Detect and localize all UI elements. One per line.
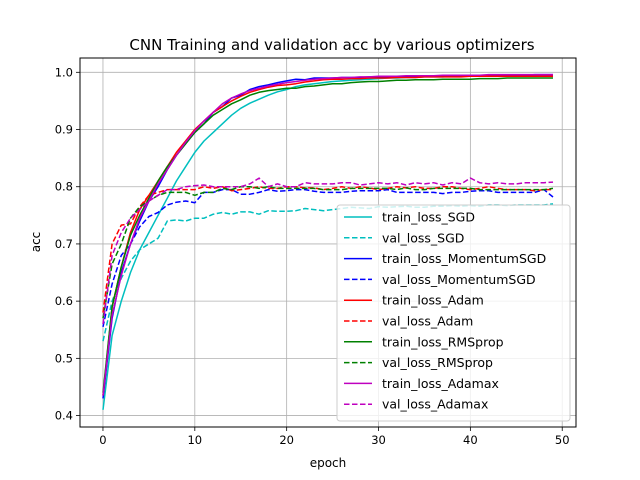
series-line-train-loss-adamax <box>102 73 553 396</box>
x-tick-label: 40 <box>463 433 478 447</box>
series-line-val-loss-adamax <box>102 177 554 325</box>
legend-label: val_loss_Adam <box>382 314 473 329</box>
y-tick-label: 0.5 <box>55 351 73 365</box>
y-tick-label: 0.7 <box>55 237 73 251</box>
y-tick-label: 0.8 <box>55 180 73 194</box>
legend-label: train_loss_SGD <box>382 210 475 225</box>
plot-area-frame <box>79 57 577 428</box>
x-tick-label: 20 <box>279 433 294 447</box>
series-line-train-loss-adam <box>102 75 553 396</box>
legend-label: train_loss_RMSprop <box>382 334 504 349</box>
x-tick-label: 50 <box>555 433 570 447</box>
series-lines <box>102 73 554 410</box>
legend-frame <box>336 204 571 422</box>
legend-label: val_loss_SGD <box>382 230 464 245</box>
y-tick-label: 0.6 <box>55 294 73 308</box>
series-line-val-loss-sgd <box>102 203 554 342</box>
legend-label: val_loss_RMSprop <box>382 355 493 370</box>
series-line-val-loss-rmsprop <box>102 185 554 319</box>
x-tick-label: 0 <box>99 433 106 447</box>
y-tick-label: 1.0 <box>55 65 73 79</box>
legend-label: val_loss_MomentumSGD <box>382 272 536 287</box>
chart-title: CNN Training and validation acc by vario… <box>129 36 534 54</box>
y-tick-label: 0.4 <box>55 409 73 423</box>
legend-label: train_loss_Adamax <box>382 376 499 391</box>
legend: train_loss_SGD val_loss_SGD train_loss_Mom… <box>336 204 571 422</box>
y-axis-label: acc <box>29 232 43 253</box>
y-tick-label: 0.9 <box>55 123 73 137</box>
legend-label: train_loss_Adam <box>382 293 484 308</box>
x-tick-label: 10 <box>187 433 202 447</box>
axes: 0 10 20 30 40 50 0.4 0.5 0.6 0.7 0.8 0.9 1.0 <box>55 65 570 447</box>
legend-label: val_loss_Adamax <box>382 397 488 412</box>
legend-label: train_loss_MomentumSGD <box>382 251 546 266</box>
x-axis-label: epoch <box>310 456 347 470</box>
series-line-val-loss-momentumsgd <box>102 188 554 328</box>
x-tick-label: 30 <box>371 433 386 447</box>
